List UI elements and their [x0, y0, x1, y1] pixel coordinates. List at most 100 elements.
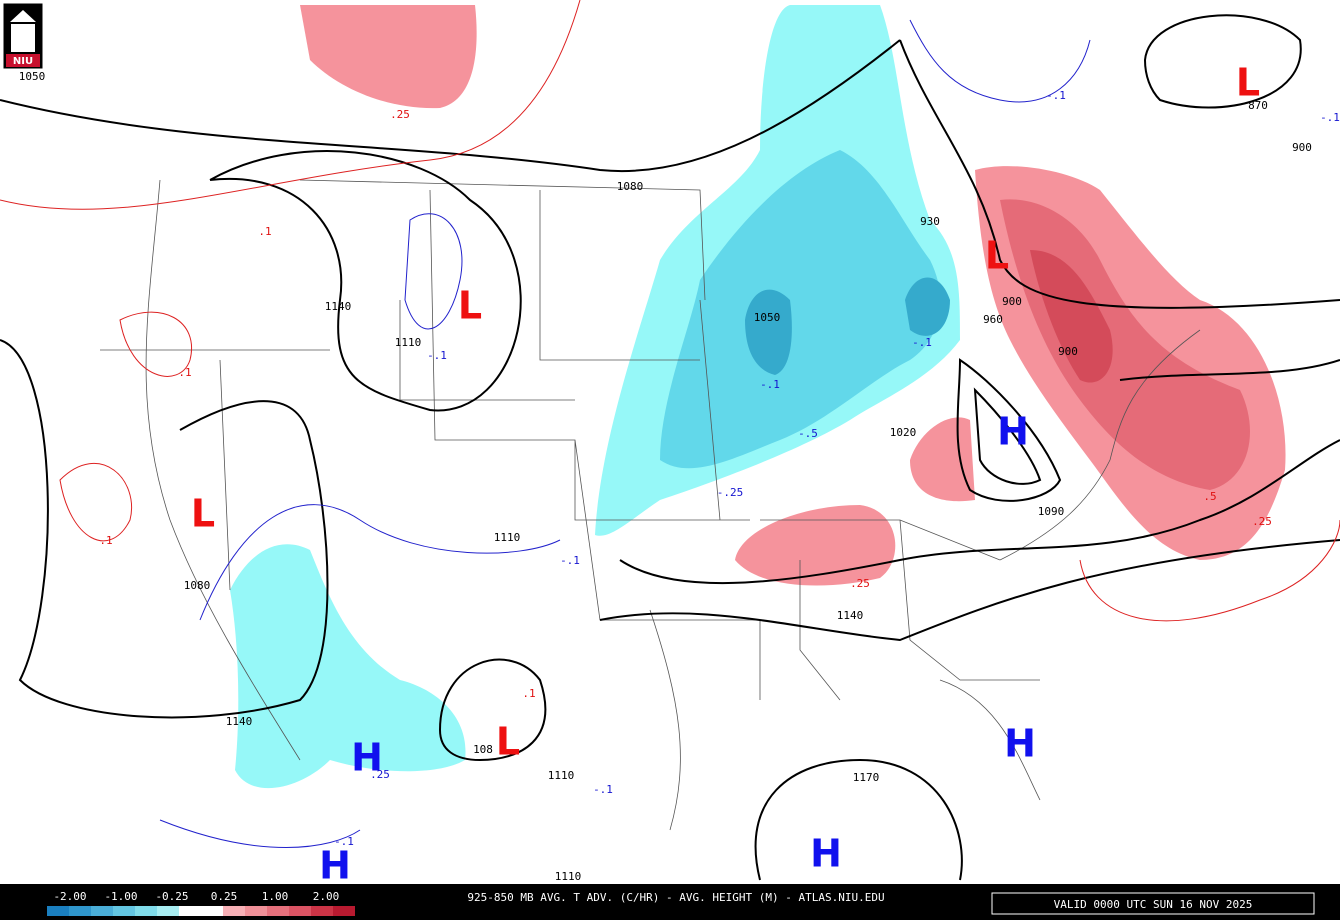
contour-label: -.1 — [593, 783, 613, 796]
colorbar-swatch — [289, 906, 311, 916]
colorbar-label: -0.25 — [155, 890, 188, 903]
map-shape — [6, 54, 40, 67]
map-shape — [300, 5, 477, 109]
colorbar-swatch — [157, 906, 179, 916]
colorbar-swatch — [91, 906, 113, 916]
contour-label: .5 — [1203, 490, 1216, 503]
contour-label: 1170 — [853, 771, 880, 784]
height-contour — [209, 150, 522, 412]
valid-time: VALID 0000 UTC SUN 16 NOV 2025 — [1054, 898, 1253, 911]
contour-label: 1110 — [395, 336, 422, 349]
high-marker: H — [1004, 722, 1036, 766]
colorbar-swatch — [69, 906, 91, 916]
colorbar-swatch — [245, 906, 267, 916]
height-contour — [0, 339, 329, 719]
contour-label: -.5 — [798, 427, 818, 440]
contour-label: -.1 — [912, 336, 932, 349]
colorbar: -2.00 -1.00 -0.25 0.25 1.00 2.00 — [47, 890, 355, 916]
map-shape — [404, 213, 463, 330]
contour-label: 900 — [1292, 141, 1312, 154]
height-contour — [956, 358, 1062, 502]
low-marker: L — [191, 492, 215, 536]
height-contours — [0, 14, 1340, 881]
colorbar-swatch — [47, 906, 69, 916]
high-marker: H — [351, 736, 383, 780]
colorbar-label: 1.00 — [262, 890, 289, 903]
low-marker: L — [496, 720, 520, 764]
map-shape — [745, 277, 950, 375]
map-shape — [59, 311, 192, 542]
contour-label: .25 — [370, 768, 390, 781]
contour-label: -.1 — [1046, 89, 1066, 102]
height-contour — [438, 658, 547, 762]
height-contour — [619, 439, 1340, 585]
contour-label: -.1 — [427, 349, 447, 362]
contour-label: 1110 — [555, 870, 582, 883]
colorbar-swatch — [223, 906, 245, 916]
colorbar-swatch — [267, 906, 289, 916]
contour-label: 900 — [1058, 345, 1078, 358]
advection-contours — [0, 0, 1340, 848]
map-shape — [1030, 250, 1113, 383]
contour-label: 1020 — [890, 426, 917, 439]
contour-label: -.1 — [334, 835, 354, 848]
map-shape — [909, 19, 1091, 103]
low-marker: L — [985, 234, 1009, 278]
contour-label: 900 — [1002, 295, 1022, 308]
map-shape — [0, 0, 581, 210]
high-marker: H — [997, 410, 1029, 454]
contour-label: 1080 — [184, 579, 211, 592]
contour-label: 930 — [920, 215, 940, 228]
high-marker: H — [319, 844, 351, 888]
map-shape — [230, 544, 466, 789]
contour-label: 1110 — [494, 531, 521, 544]
contour-label: .25 — [850, 577, 870, 590]
footer-title: 925-850 MB AVG. T ADV. (C/HR) - AVG. HEI… — [467, 891, 884, 904]
contour-label: 1110 — [548, 769, 575, 782]
colorbar-label: 0.25 — [211, 890, 238, 903]
advection-fill — [230, 5, 1286, 789]
contour-label: -.25 — [717, 486, 744, 499]
map-shape — [1079, 519, 1340, 622]
valid-box — [991, 892, 1315, 915]
height-contour — [1119, 359, 1340, 381]
contour-label: -.1 — [1320, 111, 1340, 124]
colorbar-label: 2.00 — [313, 890, 340, 903]
logo-text: NIU — [13, 56, 33, 67]
contour-label: 1050 — [19, 70, 46, 83]
high-marker: H — [810, 832, 842, 876]
colorbar-swatch — [113, 906, 135, 916]
contour-label: .25 — [1252, 515, 1272, 528]
contour-label: 1090 — [1038, 505, 1065, 518]
height-contour — [973, 387, 1042, 485]
height-contour — [0, 39, 901, 173]
colorbar-swatch — [179, 906, 201, 916]
contour-label: 870 — [1248, 99, 1268, 112]
map-shape — [100, 179, 1041, 831]
height-contour — [599, 539, 1340, 642]
colorbar-label: -2.00 — [53, 890, 86, 903]
contour-label: .1 — [522, 687, 535, 700]
contour-label: .1 — [258, 225, 271, 238]
map-shape — [999, 329, 1201, 561]
colorbar-label: -1.00 — [104, 890, 137, 903]
map-shape — [159, 504, 561, 848]
colorbar-swatch — [333, 906, 355, 916]
contour-label: 1140 — [325, 300, 352, 313]
contour-label: 1140 — [226, 715, 253, 728]
map-shape — [735, 505, 896, 586]
map-labels: 1050 .25 1080 930 .1 L L L L L H H H H H 1140 1110 -.1 105… — [19, 61, 1340, 888]
low-marker: L — [458, 284, 482, 328]
colorbar-swatch — [201, 906, 223, 916]
contour-label: 960 — [983, 313, 1003, 326]
low-marker: L — [1236, 61, 1260, 105]
contour-label: 1140 — [837, 609, 864, 622]
contour-label: -.1 — [760, 378, 780, 391]
colorbar-swatch — [135, 906, 157, 916]
contour-label: 108 — [473, 743, 493, 756]
contour-label: .1 — [99, 534, 112, 547]
logo: NIU — [2, 2, 44, 70]
map-shape — [10, 10, 36, 52]
contour-label: 1080 — [617, 180, 644, 193]
